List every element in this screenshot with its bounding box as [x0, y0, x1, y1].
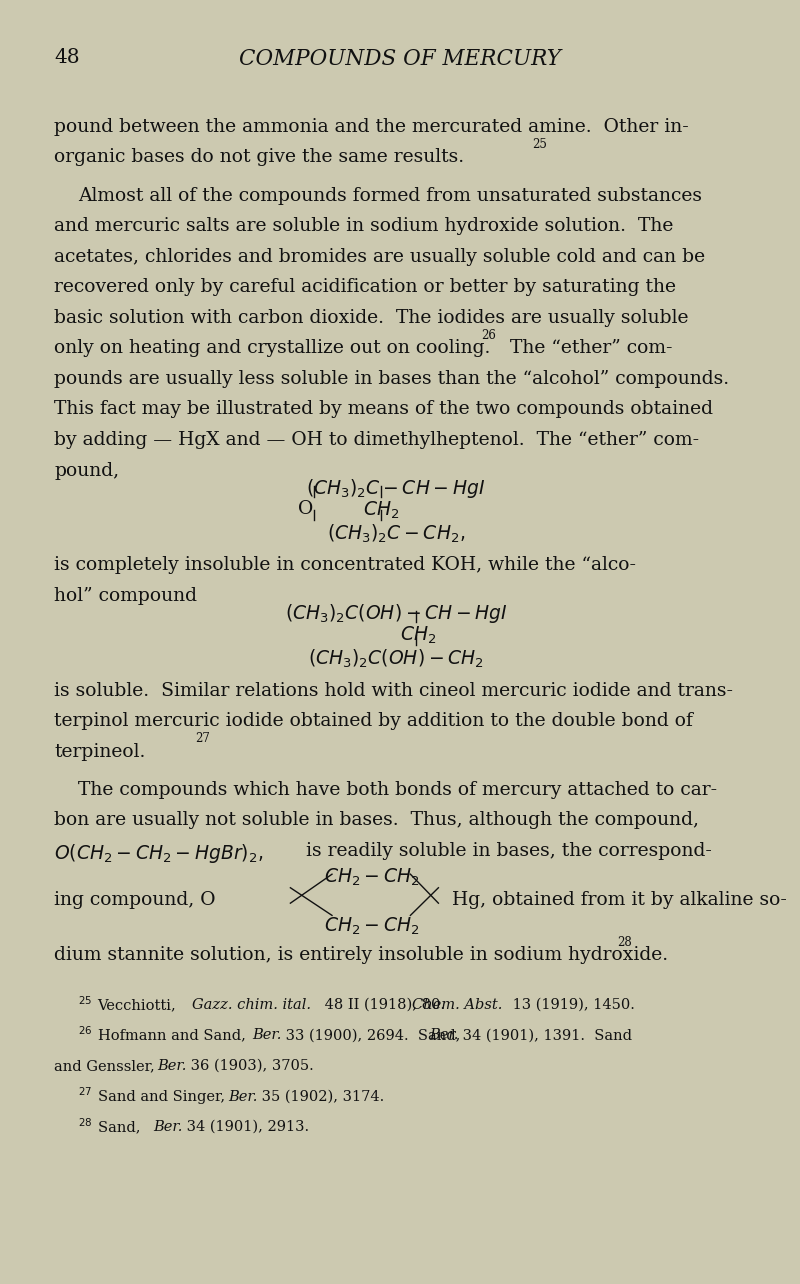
Text: $CH_2$: $CH_2$ [400, 625, 436, 646]
Text: Ber.: Ber. [252, 1028, 282, 1043]
Text: Ber.: Ber. [430, 1028, 459, 1043]
Text: Sand and Singer,: Sand and Singer, [98, 1090, 230, 1103]
Text: 13 (1919), 1450.: 13 (1919), 1450. [508, 998, 635, 1012]
Text: $^{27}$: $^{27}$ [78, 1090, 93, 1103]
Text: The “ether” com-: The “ether” com- [498, 339, 672, 357]
Text: pounds are usually less soluble in bases than the “alcohol” compounds.: pounds are usually less soluble in bases… [54, 370, 730, 388]
Text: Hofmann and Sand,: Hofmann and Sand, [98, 1028, 250, 1043]
Text: 28: 28 [618, 936, 632, 949]
Text: terpineol.: terpineol. [54, 742, 146, 760]
Text: $(CH_3)_2C-CH_2,$: $(CH_3)_2C-CH_2,$ [327, 523, 465, 544]
Text: $CH_2$: $CH_2$ [363, 499, 399, 521]
Text: by adding — HgX and — OH to dimethylheptenol.  The “ether” com-: by adding — HgX and — OH to dimethylhept… [54, 431, 699, 449]
Text: Chem. Abst.: Chem. Abst. [412, 998, 502, 1012]
Text: Ber.: Ber. [228, 1090, 258, 1103]
Text: Almost all of the compounds formed from unsaturated substances: Almost all of the compounds formed from … [78, 186, 702, 204]
Text: 25: 25 [532, 139, 547, 152]
Text: 26: 26 [481, 329, 496, 342]
Text: $(CH_3)_2C(OH)-CH_2$: $(CH_3)_2C(OH)-CH_2$ [308, 648, 484, 670]
Text: $CH_2-CH_2$: $CH_2-CH_2$ [324, 867, 420, 887]
Text: COMPOUNDS OF MERCURY: COMPOUNDS OF MERCURY [239, 48, 561, 69]
Text: $^{28}$: $^{28}$ [78, 1120, 93, 1134]
Text: pound between the ammonia and the mercurated amine.  Other in-: pound between the ammonia and the mercur… [54, 118, 689, 136]
Text: Ber.: Ber. [157, 1059, 186, 1073]
Text: is soluble.  Similar relations hold with cineol mercuric iodide and trans-: is soluble. Similar relations hold with … [54, 682, 734, 700]
Text: 48: 48 [54, 48, 80, 67]
Text: acetates, chlorides and bromides are usually soluble cold and can be: acetates, chlorides and bromides are usu… [54, 248, 706, 266]
Text: and Genssler,: and Genssler, [54, 1059, 160, 1073]
Text: $(CH_3)_2C-CH-HgI$: $(CH_3)_2C-CH-HgI$ [306, 476, 486, 499]
Text: $CH_2-CH_2$: $CH_2-CH_2$ [324, 915, 420, 937]
Text: recovered only by careful acidification or better by saturating the: recovered only by careful acidification … [54, 279, 677, 297]
Text: basic solution with carbon dioxide.  The iodides are usually soluble: basic solution with carbon dioxide. The … [54, 308, 689, 327]
Text: $(CH_3)_2C(OH)-CH-HgI$: $(CH_3)_2C(OH)-CH-HgI$ [285, 602, 507, 625]
Text: Gazz. chim. ital.: Gazz. chim. ital. [192, 998, 311, 1012]
Text: 33 (1900), 2694.  Sand,: 33 (1900), 2694. Sand, [281, 1028, 465, 1043]
Text: dium stannite solution, is entirely insoluble in sodium hydroxide.: dium stannite solution, is entirely inso… [54, 946, 669, 964]
Text: ing compound, O: ing compound, O [54, 891, 216, 909]
Text: O: O [298, 499, 314, 517]
Text: Vecchiotti,: Vecchiotti, [98, 998, 181, 1012]
Text: Ber.: Ber. [154, 1120, 183, 1134]
Text: pound,: pound, [54, 461, 119, 480]
Text: is completely insoluble in concentrated KOH, while the “alco-: is completely insoluble in concentrated … [54, 556, 637, 574]
Text: 48 II (1918), 80.: 48 II (1918), 80. [320, 998, 454, 1012]
Text: $O(CH_2-CH_2-HgBr)_2,$: $O(CH_2-CH_2-HgBr)_2,$ [54, 842, 264, 865]
Text: only on heating and crystallize out on cooling.: only on heating and crystallize out on c… [54, 339, 490, 357]
Text: Sand,: Sand, [98, 1120, 145, 1134]
Text: hol” compound: hol” compound [54, 587, 198, 605]
Text: 36 (1903), 3705.: 36 (1903), 3705. [186, 1059, 314, 1073]
Text: $^{25}$: $^{25}$ [78, 998, 93, 1012]
Text: terpinol mercuric iodide obtained by addition to the double bond of: terpinol mercuric iodide obtained by add… [54, 713, 694, 731]
Text: This fact may be illustrated by means of the two compounds obtained: This fact may be illustrated by means of… [54, 401, 714, 419]
Text: 35 (1902), 3174.: 35 (1902), 3174. [257, 1090, 384, 1103]
Text: organic bases do not give the same results.: organic bases do not give the same resul… [54, 149, 465, 167]
Text: and mercuric salts are soluble in sodium hydroxide solution.  The: and mercuric salts are soluble in sodium… [54, 217, 674, 235]
Text: $^{26}$: $^{26}$ [78, 1028, 93, 1043]
Text: bon are usually not soluble in bases.  Thus, although the compound,: bon are usually not soluble in bases. Th… [54, 811, 699, 829]
Text: The compounds which have both bonds of mercury attached to car-: The compounds which have both bonds of m… [78, 781, 718, 799]
Text: 27: 27 [195, 732, 210, 746]
Text: 34 (1901), 2913.: 34 (1901), 2913. [182, 1120, 310, 1134]
Text: is readily soluble in bases, the correspond-: is readily soluble in bases, the corresp… [300, 842, 712, 860]
Text: Hg, obtained from it by alkaline so-: Hg, obtained from it by alkaline so- [452, 891, 787, 909]
Text: 34 (1901), 1391.  Sand: 34 (1901), 1391. Sand [458, 1028, 631, 1043]
